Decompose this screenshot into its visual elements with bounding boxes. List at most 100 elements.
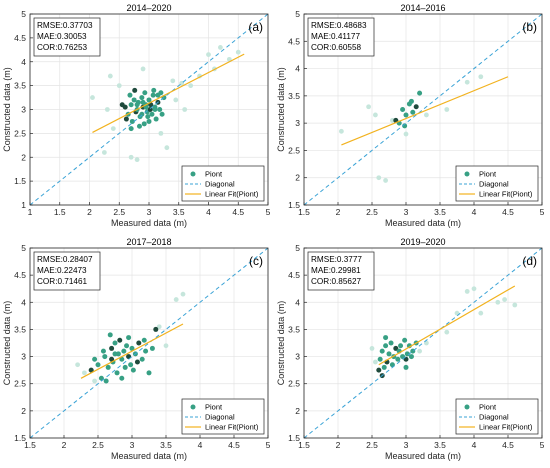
legend-label: Diagonal [479,413,509,422]
x-tick-label: 4 [472,207,477,217]
data-point [132,87,138,93]
faint-point [140,66,146,72]
x-tick-label: 4 [206,207,211,217]
diagonal-line [30,14,268,205]
data-point [117,337,123,343]
panel-label: (c) [249,254,263,268]
y-tick-label: 2 [295,173,300,183]
data-point [139,111,145,117]
faint-point [134,157,140,163]
data-point [159,111,165,117]
panel-title: 2014–2020 [126,3,171,13]
legend-label: Linear Fit(Piont) [205,423,259,432]
data-point [147,107,153,112]
data-point [123,116,129,122]
data-point [129,345,135,351]
data-point [92,356,98,362]
x-tick-label: 4.5 [232,207,244,217]
y-tick-label: 4 [295,64,300,74]
faint-point [188,83,194,89]
stats-box [307,17,375,57]
x-tick-label: 5 [540,440,545,450]
fit-line [341,76,509,146]
legend-label: Piont [479,170,497,179]
data-point [383,343,389,349]
x-tick-label: 2 [87,207,92,217]
data-point [388,340,394,346]
y-axis-label: Constructed data (m) [2,301,12,386]
data-point [124,343,130,349]
faint-point [444,107,450,112]
panel-label: (b) [522,20,537,34]
data-point [151,87,157,93]
y-tick-label: 3.5 [288,324,300,334]
legend-label: Linear Fit(Piont) [479,190,533,199]
stat-line: RMSE:0.28407 [37,255,93,264]
legend-label: Piont [205,170,223,179]
data-point [140,99,146,105]
data-point [103,378,109,384]
data-point [134,359,140,365]
panel-label: (d) [522,254,537,268]
faint-point [82,370,87,376]
data-point [403,364,409,370]
y-tick-label: 3 [21,352,26,362]
x-tick-label: 5 [540,207,545,217]
data-point [119,102,125,108]
legend-marker-point [190,404,196,410]
y-tick-label: 1.5 [288,200,300,210]
legend-label: Diagonal [479,180,509,189]
data-point [95,362,101,368]
x-tick-label: 2.5 [113,207,125,217]
y-tick-label: 3 [295,352,300,362]
panel-c: 1.5 2 2.5 3 3.5 4 4.5 5 1.5 2 2.5 3 3.5 4 4.5 5 2017–201… [2,237,271,461]
data-point [88,367,94,373]
data-point [145,114,151,120]
stat-line: MAE:0.22473 [37,266,87,275]
stats-box [33,17,101,57]
faint-point [101,150,107,155]
axes-frame [303,247,543,439]
y-tick-label: 2 [21,152,26,162]
legend-label: Diagonal [205,413,235,422]
faint-point [478,310,484,316]
data-point [398,343,404,349]
x-tick-label: 1.5 [24,440,36,450]
faint-point [107,73,113,79]
legend-marker-point [190,171,196,177]
faint-point [366,104,371,110]
fit-line [80,323,184,379]
data-point [141,337,147,343]
x-tick-label: 3 [404,207,409,217]
x-tick-label: 1.5 [54,207,66,217]
x-tick-label: 4.5 [502,207,514,217]
faint-point [90,95,95,100]
stat-line: MAE:0.29981 [311,266,361,275]
faint-point [502,297,507,302]
data-point [128,126,134,132]
data-point [139,95,145,101]
x-tick-label: 3.5 [434,207,446,217]
y-tick-label: 3.5 [288,91,300,101]
legend-label: Piont [205,403,223,412]
y-tick-label: 4.5 [288,270,300,280]
faint-point [180,291,186,297]
data-point [400,107,406,112]
faint-point [158,130,164,136]
y-axis-label: Constructed data (m) [276,301,286,386]
data-point [381,364,387,370]
y-tick-label: 4.5 [288,36,300,46]
data-point [119,356,125,362]
faint-point [206,52,211,57]
legend-marker-point [464,404,470,410]
data-point [150,92,156,98]
x-tick-label: 2 [336,207,341,217]
y-tick-label: 3 [295,118,300,128]
stat-line: RMSE:0.3777 [311,255,362,264]
data-point [102,354,108,360]
x-tick-label: 4 [198,440,203,450]
legend-marker-point [464,171,470,177]
faint-point [495,299,501,305]
data-point [143,348,149,354]
